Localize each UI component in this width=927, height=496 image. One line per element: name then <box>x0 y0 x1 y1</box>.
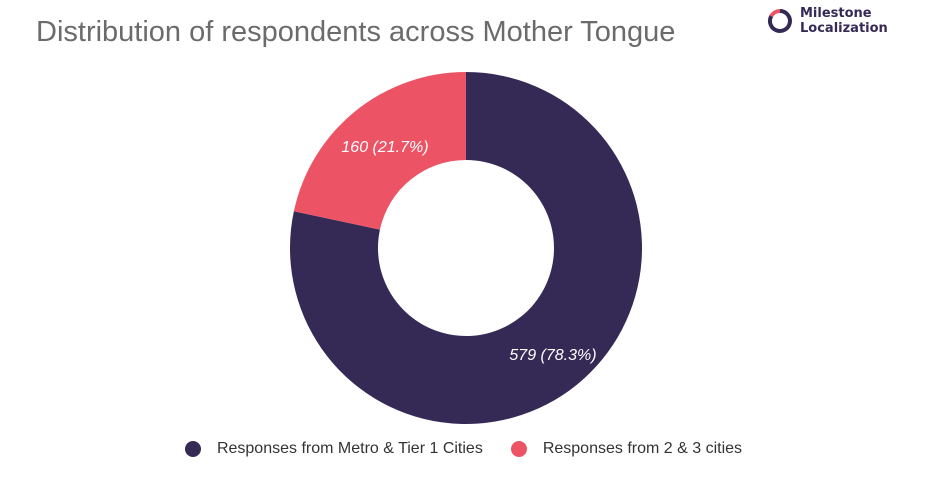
donut-slice-0 <box>290 72 642 425</box>
ring-logo-icon <box>767 8 792 33</box>
brand-name: Milestone Localization <box>800 6 888 36</box>
legend-label-metro: Responses from Metro & Tier 1 Cities <box>216 440 483 457</box>
legend-label-tier23: Responses from 2 & 3 cities <box>542 440 743 457</box>
legend-swatch-metro <box>184 441 201 457</box>
legend-item-tier23: Responses from 2 & 3 cities <box>510 440 743 458</box>
legend-swatch-tier23 <box>510 441 527 457</box>
donut-label-0: 579 (78.3%) <box>509 347 596 364</box>
brand-name-line1: Milestone <box>800 6 872 21</box>
donut-slice-1 <box>293 72 466 230</box>
brand-logo: Milestone Localization <box>767 6 888 36</box>
brand-name-line2: Localization <box>800 21 888 36</box>
chart-legend: Responses from Metro & Tier 1 Cities Res… <box>0 440 927 458</box>
legend-item-metro: Responses from Metro & Tier 1 Cities <box>184 440 483 458</box>
chart-title: Distribution of respondents across Mothe… <box>36 16 676 48</box>
donut-label-1: 160 (21.7%) <box>341 139 428 156</box>
